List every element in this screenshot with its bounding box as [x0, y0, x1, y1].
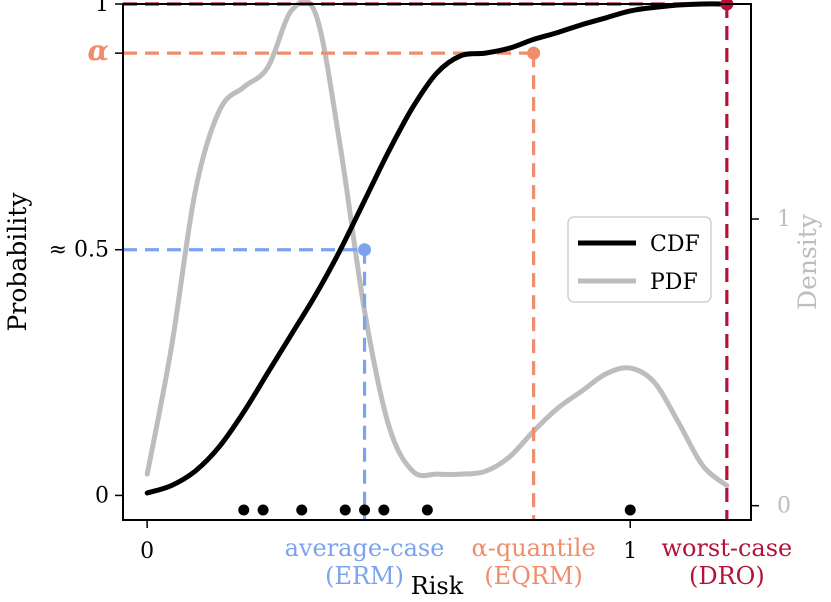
- y-axis-label: Probability: [3, 192, 32, 332]
- x-axis-label: Risk: [411, 572, 464, 600]
- y-tick-label-2: α: [87, 34, 109, 67]
- annotation-sublabel-eqrm: (EQRM): [484, 562, 583, 590]
- x-tick-label-1: 1: [623, 539, 637, 564]
- y-axis: 0 ≈ 0.5 α 1: [49, 0, 123, 508]
- sample-dot-8: [624, 504, 636, 516]
- y-tick-label-0: 0: [95, 483, 109, 508]
- annotation-label-dro: worst-case: [661, 534, 792, 562]
- y2-axis-label: Density: [793, 213, 822, 310]
- cdf-curve: [144, 1, 730, 496]
- annotation-label-eqrm: α-quantile: [472, 534, 596, 562]
- point-erm: [358, 243, 372, 257]
- sample-dot-5: [359, 504, 371, 516]
- legend: CDF PDF: [567, 216, 712, 303]
- x-tick-label-0: 0: [140, 539, 154, 564]
- sample-dot-2: [257, 504, 269, 516]
- annotation-labels: average-case(ERM) α-quantile(EQRM) worst-c…: [285, 534, 793, 590]
- y2-tick-label-0: 0: [777, 494, 791, 519]
- pdf-curve: [144, 0, 730, 489]
- y2-axis: 01: [751, 207, 791, 519]
- sample-dot-6: [378, 504, 390, 516]
- legend-label-pdf: PDF: [650, 270, 698, 295]
- axes-frame: [122, 3, 752, 521]
- y-tick-label-3: 1: [95, 0, 109, 17]
- annotation-sublabel-erm: (ERM): [325, 562, 404, 590]
- y2-tick-label-1: 1: [777, 207, 791, 232]
- point-eqrm: [527, 46, 541, 60]
- sample-dot-4: [339, 504, 351, 516]
- y-tick-label-1: ≈ 0.5: [49, 238, 109, 263]
- sample-dot-1: [238, 504, 250, 516]
- annotation-sublabel-dro: (DRO): [689, 562, 765, 590]
- annotation-label-erm: average-case: [285, 534, 445, 562]
- sample-dot-7: [421, 504, 433, 516]
- sample-dot-3: [296, 504, 308, 516]
- point-dro: [720, 0, 734, 11]
- legend-label-cdf: CDF: [650, 232, 700, 257]
